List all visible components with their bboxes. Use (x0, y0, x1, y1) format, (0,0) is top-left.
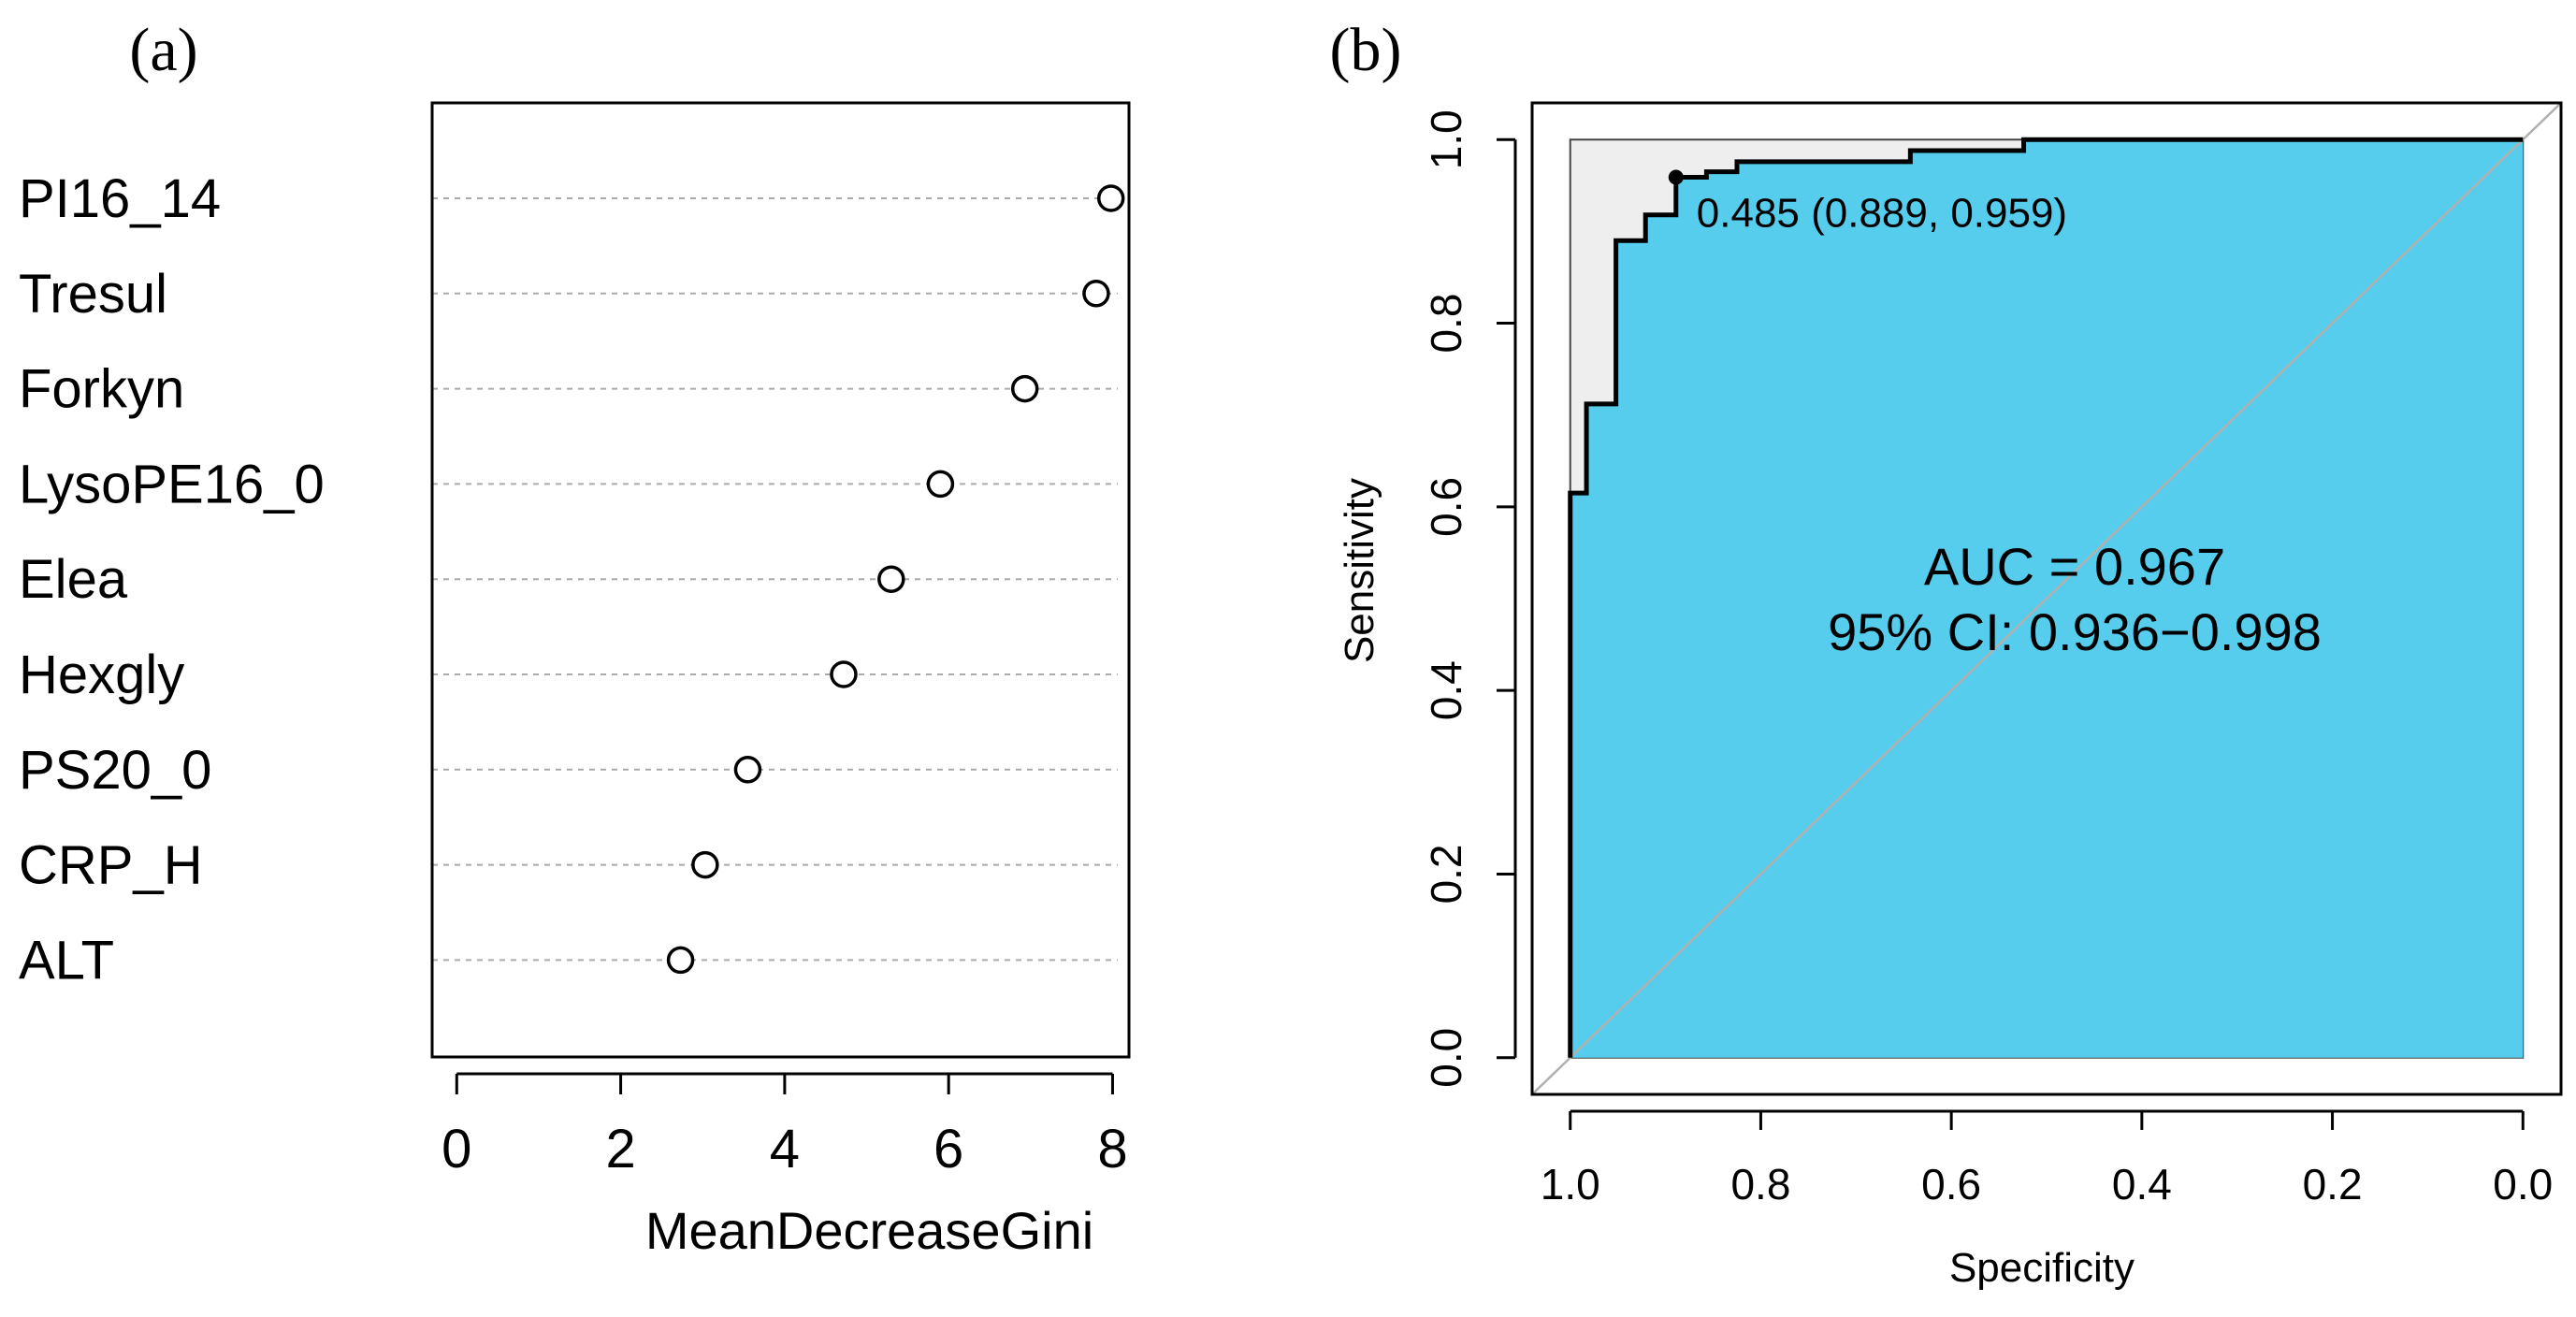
x-tick-label-0.4: 0.4 (2112, 1160, 2172, 1208)
panel-b-x-axis: 1.0 0.8 0.6 0.4 0.2 0.0 (1541, 1109, 2553, 1208)
category-label-ALT: ALT (19, 930, 114, 991)
threshold-annotation: 0.485 (0.889, 0.959) (1697, 191, 2067, 237)
x-tick-label-8: 8 (1097, 1119, 1127, 1180)
x-tick-label-6: 6 (933, 1119, 963, 1180)
panel-b-x-axis-title: Specificity (1949, 1245, 2135, 1291)
category-label-Elea: Elea (19, 549, 128, 610)
y-tick-label-0.6: 0.6 (1422, 477, 1470, 537)
point-LysoPE16_0 (926, 470, 955, 499)
x-tick-label-0: 0 (441, 1119, 471, 1180)
panel-a-x-axis: 0 2 4 6 8 (441, 1072, 1128, 1180)
point-Elea (877, 565, 905, 593)
x-tick-label-1: 1.0 (1541, 1160, 1600, 1208)
y-tick-label-0: 0.0 (1422, 1028, 1470, 1088)
y-tick-label-0.2: 0.2 (1422, 844, 1470, 904)
x-tick-label-0.2: 0.2 (2303, 1160, 2363, 1208)
x-tick-label-2: 2 (605, 1119, 635, 1180)
x-tick-label-0.6: 0.6 (1921, 1160, 1981, 1208)
point-CRP_H (691, 850, 719, 879)
ci-annotation: 95% CI: 0.936−0.998 (1828, 602, 2322, 661)
panel-a-category-labels: PI16_14 Tresul Forkyn LysoPE16_0 Elea Hexgly P… (19, 168, 325, 991)
panel-a-label: (a) (129, 16, 197, 84)
panel-b-label: (b) (1330, 16, 1402, 84)
panel-a-dotchart: (a) PI16_14 Tresul Forkyn LysoPE16_0 Elea Hex… (19, 16, 1131, 1260)
panel-a-plot-frame (430, 101, 1131, 1059)
threshold-point (1668, 169, 1684, 185)
category-label-Forkyn: Forkyn (19, 359, 184, 420)
y-tick-label-0.4: 0.4 (1422, 660, 1470, 720)
point-PS20_0 (733, 756, 762, 784)
point-Forkyn (1010, 374, 1039, 403)
category-label-PS20_0: PS20_0 (19, 740, 211, 801)
category-label-CRP_H: CRP_H (19, 835, 203, 896)
panel-a-grid (432, 197, 1118, 962)
panel-b-plot-area (1531, 102, 2562, 1095)
category-label-PI16_14: PI16_14 (19, 168, 221, 229)
x-tick-label-0.8: 0.8 (1730, 1160, 1790, 1208)
x-tick-label-4: 4 (770, 1119, 800, 1180)
panel-b-y-axis-title: Sensitivity (1337, 478, 1382, 663)
x-tick-label-0: 0.0 (2493, 1160, 2553, 1208)
panel-b-plot-frame (1530, 101, 2563, 1096)
point-ALT (666, 946, 695, 975)
point-PI16_14 (1096, 184, 1125, 212)
point-Hexgly (830, 660, 858, 688)
point-Tresul (1082, 280, 1110, 308)
panel-a-x-axis-title: MeanDecreaseGini (645, 1201, 1093, 1260)
category-label-Hexgly: Hexgly (19, 644, 184, 705)
reference-diagonal (1531, 102, 2562, 1095)
category-label-Tresul: Tresul (19, 264, 167, 325)
category-label-LysoPE16_0: LysoPE16_0 (19, 454, 325, 514)
panel-a-points (666, 184, 1125, 975)
y-tick-label-0.8: 0.8 (1422, 294, 1470, 354)
panel-b-y-axis: 0.0 0.2 0.4 0.6 0.8 1.0 (1422, 109, 1517, 1088)
auc-annotation: AUC = 0.967 (1924, 537, 2225, 596)
panel-b-roc: (b) 1.0 0.8 0.6 0.4 0.2 0.0 0.00.20.40.60.81.… (1330, 16, 2563, 1291)
y-tick-label-1: 1.0 (1422, 109, 1470, 169)
